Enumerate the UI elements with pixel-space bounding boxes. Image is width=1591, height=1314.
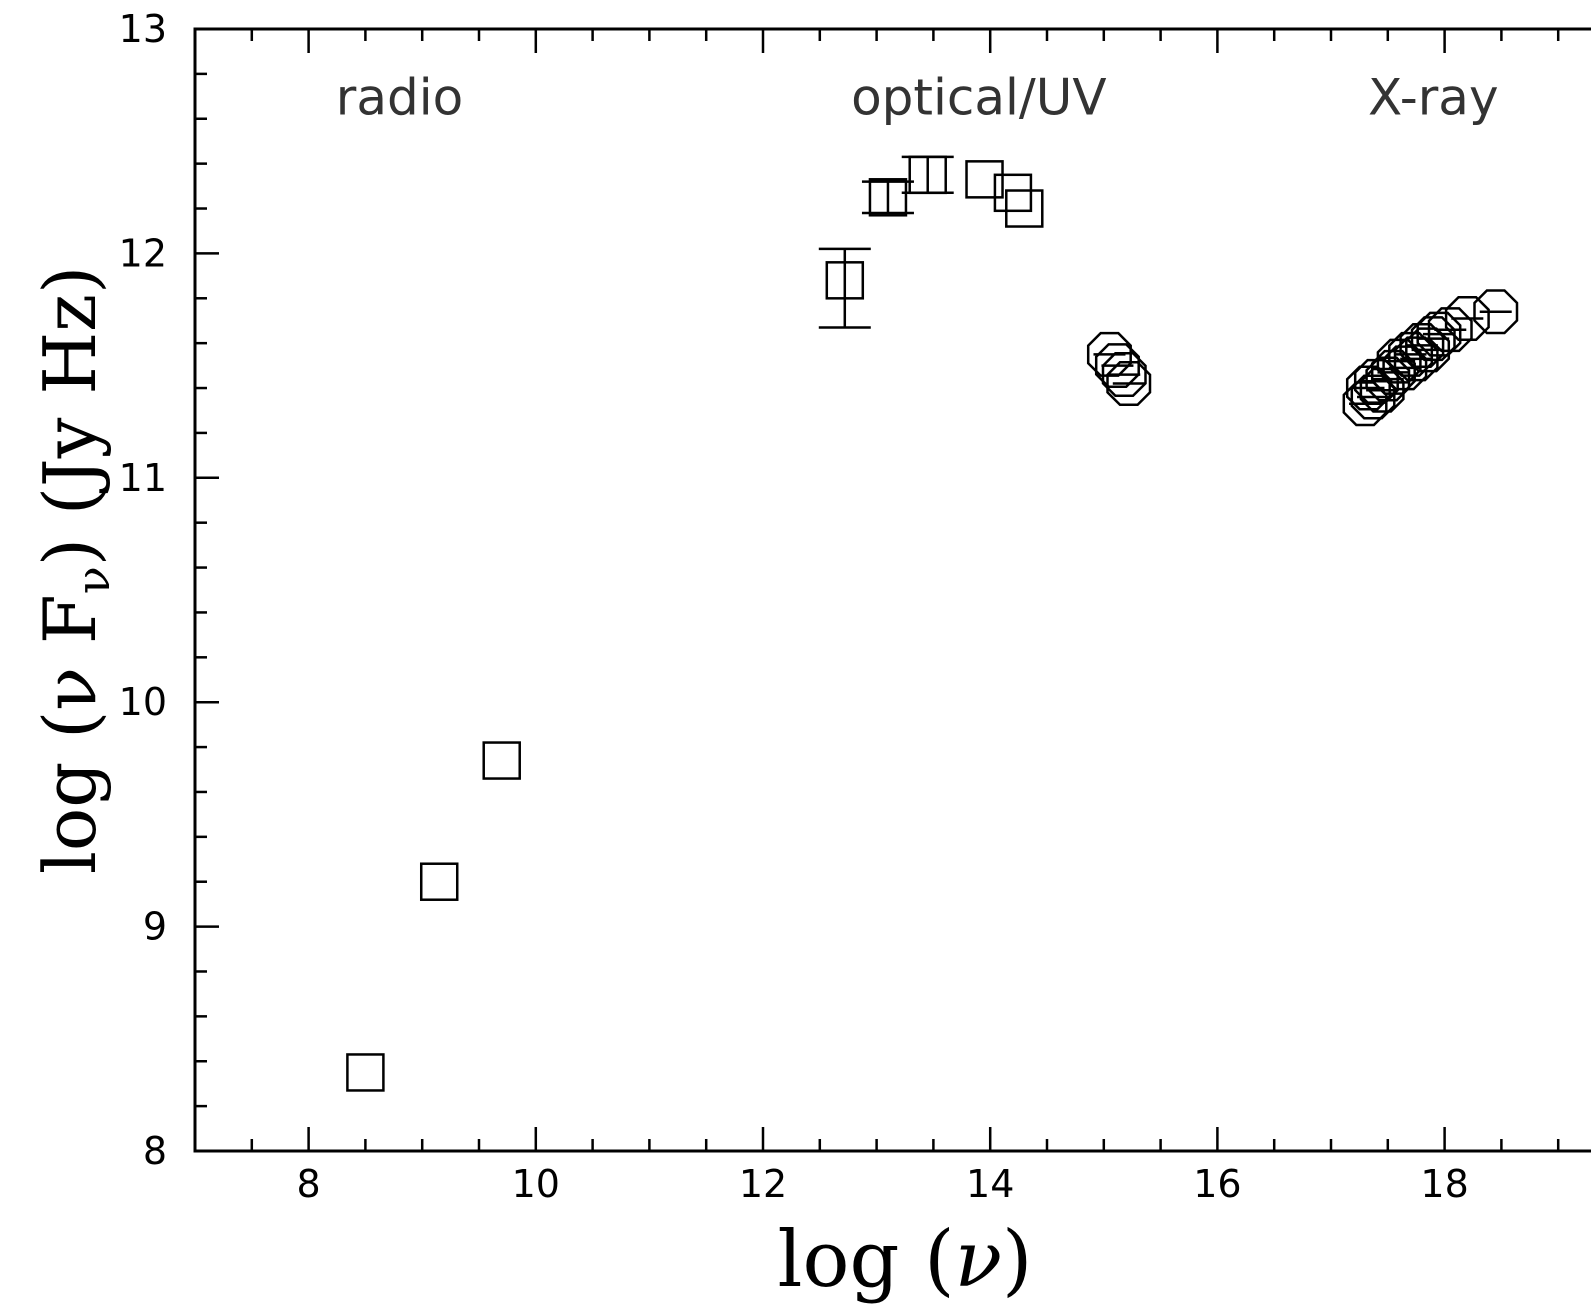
circle-point	[1444, 295, 1490, 341]
square-marker	[346, 1053, 385, 1092]
circle-point	[1106, 361, 1152, 407]
x-tick-label: 16	[1193, 1162, 1241, 1206]
square-point	[965, 160, 1004, 199]
square-marker	[965, 160, 1004, 199]
y-axis-title-suffix: ) (Jy Hz)	[28, 266, 112, 566]
square-marker	[868, 178, 908, 217]
region-label: radio	[336, 68, 463, 126]
circle-marker	[1365, 356, 1411, 402]
circle-marker	[1416, 311, 1462, 357]
circle-marker	[1427, 307, 1473, 353]
y-axis-title-prefix: log (ν F	[28, 594, 112, 874]
circle-point	[1473, 289, 1519, 335]
y-tick-label: 11	[119, 456, 167, 500]
x-tick-label: 12	[739, 1162, 787, 1206]
circle-marker	[1473, 289, 1519, 335]
square-marker	[993, 173, 1033, 213]
x-axis-title-prefix: log (	[778, 1215, 955, 1305]
circle-marker	[1106, 361, 1152, 407]
square-point	[993, 173, 1033, 213]
y-tick-label: 10	[119, 680, 167, 724]
y-tick-label: 9	[143, 905, 167, 949]
x-tick-label: 18	[1420, 1162, 1468, 1206]
y-tick-label: 13	[119, 7, 167, 51]
y-tick-label: 8	[143, 1129, 167, 1173]
y-axis-title: log (ν Fν) (Jy Hz)	[28, 266, 120, 874]
x-axis-title-symbol: ν	[955, 1215, 1002, 1305]
circle-point	[1405, 327, 1451, 373]
square-point	[482, 741, 521, 780]
x-tick-label: 8	[297, 1162, 321, 1206]
square-point	[1005, 189, 1044, 228]
region-labels: radio optical/UV X-ray	[336, 68, 1499, 126]
circle-marker	[1444, 295, 1490, 341]
square-marker	[419, 862, 459, 901]
region-label: optical/UV	[851, 68, 1107, 126]
circle-marker	[1101, 352, 1147, 398]
x-axis-title-suffix: )	[1002, 1215, 1032, 1305]
y-axis-title-sub: ν	[66, 566, 120, 594]
circle-marker	[1405, 327, 1451, 373]
circle-point	[1410, 316, 1456, 362]
circle-point	[1101, 352, 1147, 398]
y-tick-label: 12	[119, 231, 167, 275]
x-tick-label: 14	[966, 1162, 1014, 1206]
square-marker	[908, 155, 947, 195]
circle-marker	[1359, 367, 1405, 413]
x-axis-title: log (ν)	[778, 1215, 1033, 1305]
data-points	[346, 155, 1519, 1092]
circle-point	[1427, 307, 1473, 353]
square-point	[419, 862, 459, 901]
square-marker	[1005, 189, 1044, 228]
square-point	[901, 155, 954, 195]
tick-labels: 8 10 12 14 16 18 8 9 10 11 12 13	[119, 7, 1469, 1206]
plot-frame	[193, 27, 1591, 1153]
circle-marker	[1094, 343, 1140, 389]
circle-marker	[1410, 316, 1456, 362]
square-point	[818, 247, 871, 329]
square-marker	[482, 741, 521, 780]
square-point	[861, 178, 914, 217]
region-label: X-ray	[1368, 68, 1499, 126]
x-tick-label: 10	[512, 1162, 560, 1206]
axis-ticks	[193, 27, 1560, 1153]
square-point	[346, 1053, 385, 1092]
square-marker	[825, 261, 865, 300]
